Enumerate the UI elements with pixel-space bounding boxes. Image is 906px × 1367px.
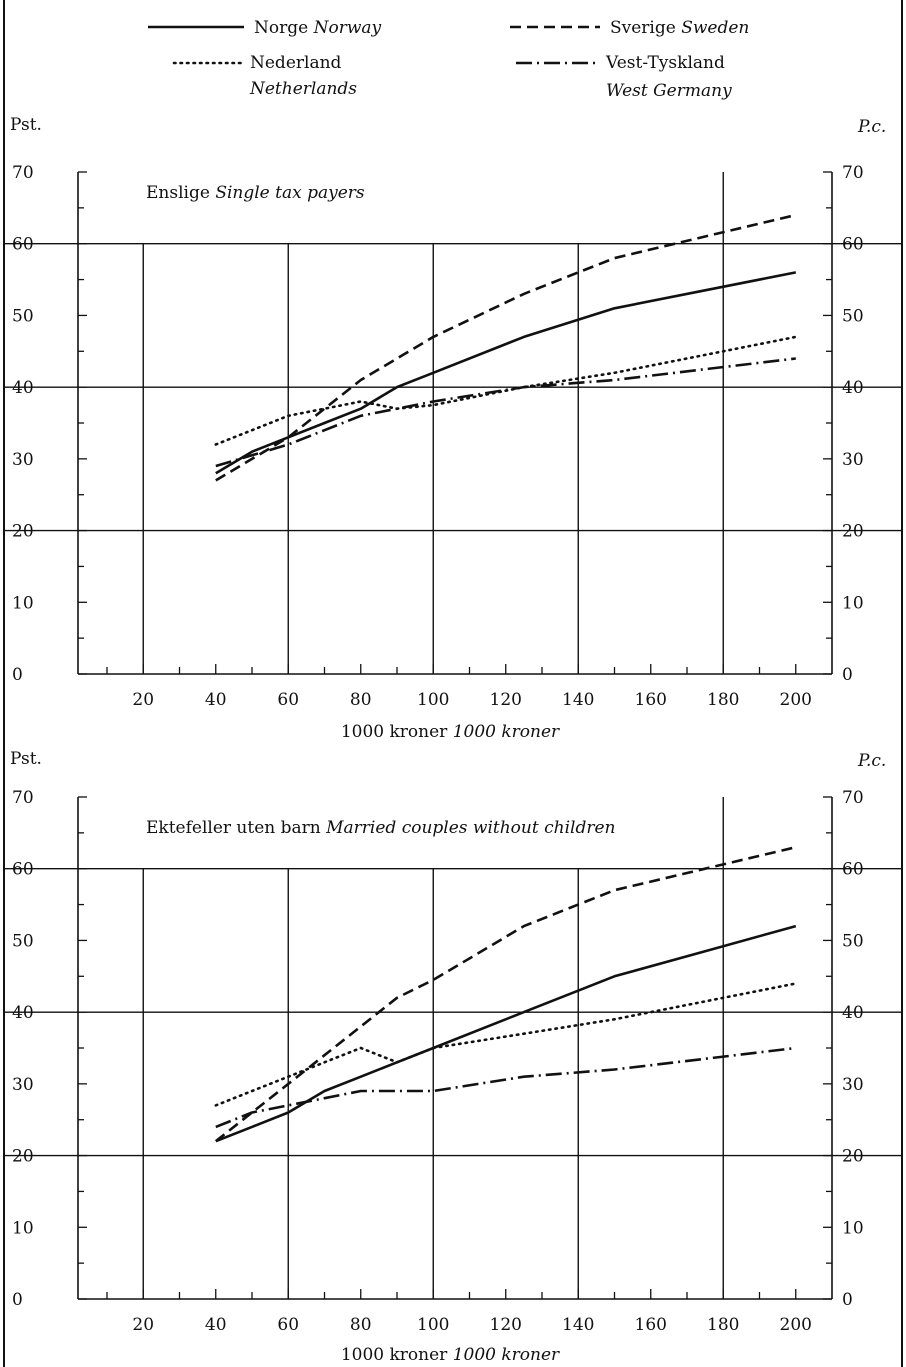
x-tick-label: 120 xyxy=(490,1315,522,1335)
svg-text:Enslige Single tax payers: Enslige Single tax payers xyxy=(146,183,365,203)
legend-item-sverige: Sverige Sweden xyxy=(510,18,749,38)
y-tick-label-left: 10 xyxy=(12,1218,34,1238)
y-tick-label-left: 0 xyxy=(12,665,23,685)
x-tick-label: 120 xyxy=(490,690,522,710)
chart-panel-married: Pst. P.c. Ektefeller uten barn Married c… xyxy=(4,749,902,1365)
y-tick-label-left: 20 xyxy=(12,1147,34,1167)
xlabel-en: 1000 kroner xyxy=(453,1345,560,1365)
y-tick-label-left: 0 xyxy=(12,1290,23,1310)
svg-text:1000 kroner 1000 kroner: 1000 kroner 1000 kroner xyxy=(341,1345,560,1365)
y-tick-label-right: 60 xyxy=(842,860,864,880)
series-line-vest-tyskland xyxy=(215,1046,796,1129)
legend-item-vest-tyskland: Vest-Tyskland West Germany xyxy=(516,53,732,101)
x-tick-label: 140 xyxy=(562,1315,594,1335)
legend-label-norge: Norge xyxy=(254,18,308,38)
x-tick-label: 160 xyxy=(635,690,667,710)
y-tick-label-right: 20 xyxy=(842,1147,864,1167)
legend-label-west-germany: West Germany xyxy=(606,81,732,101)
y-tick-label-left: 70 xyxy=(12,788,34,808)
x-tick-label: 60 xyxy=(277,1315,299,1335)
ylabel-right: P.c. xyxy=(857,117,886,137)
y-tick-label-right: 0 xyxy=(842,665,853,685)
legend-label-netherlands: Netherlands xyxy=(249,79,357,99)
panel-title-en: Married couples without children xyxy=(325,818,615,838)
x-tick-label: 80 xyxy=(350,690,372,710)
y-tick-label-left: 50 xyxy=(12,931,34,951)
panel-title-en: Single tax payers xyxy=(215,183,365,203)
series-line-vest-tyskland xyxy=(215,357,796,468)
x-tick-label: 20 xyxy=(132,690,154,710)
xlabel: 1000 kroner xyxy=(341,722,448,742)
svg-text:Norge Norway: Norge Norway xyxy=(254,18,382,38)
y-tick-label-left: 70 xyxy=(12,163,34,183)
x-tick-label: 100 xyxy=(417,690,449,710)
x-tick-label: 180 xyxy=(707,690,739,710)
legend-label-nederland: Nederland xyxy=(250,53,342,73)
legend: Norge Norway Sverige Sweden Nederland Ne… xyxy=(148,18,749,101)
x-tick-label: 60 xyxy=(277,690,299,710)
y-tick-label-left: 40 xyxy=(12,378,34,398)
legend-label-sverige: Sverige xyxy=(610,18,676,38)
x-tick-label: 140 xyxy=(562,690,594,710)
y-tick-label-right: 70 xyxy=(842,163,864,183)
y-tick-label-right: 50 xyxy=(842,306,864,326)
y-tick-label-right: 10 xyxy=(842,1218,864,1238)
svg-text:Sverige Sweden: Sverige Sweden xyxy=(610,18,749,38)
xlabel: 1000 kroner xyxy=(341,1345,448,1365)
x-tick-label: 200 xyxy=(780,1315,812,1335)
panel-title: Ektefeller uten barn xyxy=(146,818,321,838)
ylabel-left: Pst. xyxy=(10,749,42,769)
x-tick-label: 80 xyxy=(350,1315,372,1335)
legend-item-norge: Norge Norway xyxy=(148,18,382,38)
y-tick-label-right: 20 xyxy=(842,522,864,542)
y-tick-label-right: 70 xyxy=(842,788,864,808)
svg-text:Ektefeller uten barn Married c: Ektefeller uten barn Married couples wit… xyxy=(146,818,615,838)
y-tick-label-left: 30 xyxy=(12,1075,34,1095)
x-tick-label: 20 xyxy=(132,1315,154,1335)
x-tick-label: 40 xyxy=(205,690,227,710)
svg-text:1000 kroner 1000 kroner: 1000 kroner 1000 kroner xyxy=(341,722,560,742)
y-tick-label-right: 30 xyxy=(842,450,864,470)
legend-label-norway: Norway xyxy=(313,18,382,38)
chart-panel-single: Pst. P.c. Enslige Single tax payers 1000… xyxy=(4,115,902,742)
y-tick-label-right: 10 xyxy=(842,593,864,613)
legend-label-vest-tyskland: Vest-Tyskland xyxy=(605,53,725,73)
y-tick-label-left: 40 xyxy=(12,1003,34,1023)
series-line-nederland xyxy=(214,982,798,1107)
y-tick-label-right: 30 xyxy=(842,1075,864,1095)
y-tick-label-right: 60 xyxy=(842,235,864,255)
xlabel-en: 1000 kroner xyxy=(453,722,560,742)
y-tick-label-right: 50 xyxy=(842,931,864,951)
y-tick-label-left: 60 xyxy=(12,235,34,255)
y-tick-label-left: 30 xyxy=(12,450,34,470)
series-line-norge xyxy=(215,271,797,475)
series-line-sverige xyxy=(215,213,797,482)
y-tick-label-right: 0 xyxy=(842,1290,853,1310)
series-line-sverige xyxy=(214,845,797,1143)
ylabel-left: Pst. xyxy=(10,115,42,135)
x-tick-label: 180 xyxy=(707,1315,739,1335)
x-tick-label: 200 xyxy=(780,690,812,710)
y-tick-label-right: 40 xyxy=(842,1003,864,1023)
y-tick-label-left: 20 xyxy=(12,522,34,542)
y-tick-label-right: 40 xyxy=(842,378,864,398)
y-tick-label-left: 50 xyxy=(12,306,34,326)
panel-title: Enslige xyxy=(146,183,210,203)
x-tick-label: 100 xyxy=(417,1315,449,1335)
legend-label-sweden: Sweden xyxy=(681,18,749,38)
y-tick-label-left: 60 xyxy=(12,860,34,880)
ylabel-right: P.c. xyxy=(857,751,886,771)
y-tick-label-left: 10 xyxy=(12,593,34,613)
x-tick-label: 160 xyxy=(635,1315,667,1335)
x-tick-label: 40 xyxy=(205,1315,227,1335)
legend-item-nederland: Nederland Netherlands xyxy=(172,53,357,99)
